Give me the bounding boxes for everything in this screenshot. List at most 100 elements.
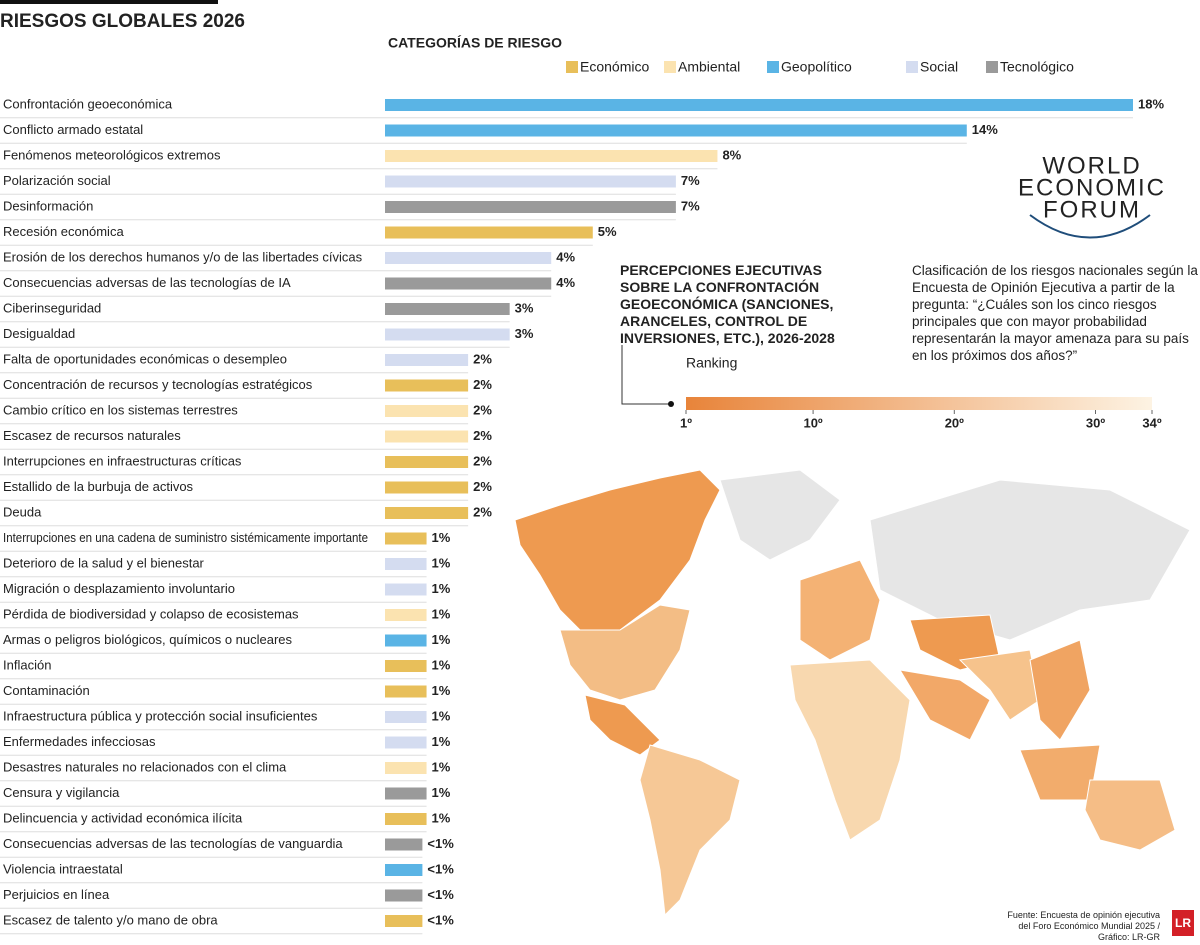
value-label: 3% [515,326,534,341]
category-label: Censura y vigilancia [3,785,120,800]
category-label: Erosión de los derechos humanos y/o de l… [3,249,363,264]
value-label: 1% [432,810,451,825]
value-label: 2% [473,479,492,494]
category-label: Consecuencias adversas de las tecnología… [3,275,291,290]
value-label: 2% [473,351,492,366]
value-label: 1% [432,581,451,596]
title-rule [0,0,218,4]
bar [385,277,552,290]
category-label: Interrupciones en infraestructuras críti… [3,453,242,468]
value-label: 1% [432,785,451,800]
category-label: Inflación [3,657,51,672]
bar [385,328,510,341]
bar [385,558,427,570]
legend-label: Geopolítico [781,59,852,75]
world-map [514,469,1191,917]
category-label: Desastres naturales no relacionados con … [3,759,287,774]
category-label: Consecuencias adversas de las tecnología… [3,836,343,851]
map-description: Clasificación de los riesgos nacionales … [912,263,1198,363]
leader-line [621,345,670,405]
category-label: Infraestructura pública y protección soc… [3,708,318,723]
category-label: Desinformación [3,198,93,213]
bar [385,430,469,443]
bar [385,481,469,494]
bar [385,711,427,723]
value-label: 2% [473,428,492,443]
value-label: 5% [598,224,617,239]
category-label: Enfermedades infecciosas [3,734,156,749]
value-label: 1% [432,632,451,647]
bar [385,889,423,902]
value-label: 2% [473,402,492,417]
brand: LR [1175,916,1191,930]
value-label: 7% [681,198,700,213]
value-label: 3% [515,300,534,315]
category-label: Conflicto armado estatal [3,122,143,137]
category-label: Desigualdad [3,326,75,341]
bar [385,226,593,239]
value-label: <1% [427,861,454,876]
legend-label: Social [920,59,958,75]
category-label: Polarización social [3,173,111,188]
category-label: Cambio crítico en los sistemas terrestre… [3,402,238,417]
category-label: Recesión económica [3,224,124,239]
legend-label: Económico [580,59,649,75]
value-label: 1% [432,734,451,749]
scale-tick-label: 30º [1086,415,1105,430]
legend-swatch [664,61,676,73]
category-label: Escasez de talento y/o mano de obra [3,912,218,927]
scale-tick-label: 34º [1142,415,1161,430]
bar [385,379,469,392]
value-label: 1% [432,759,451,774]
category-label: Confrontación geoeconómica [3,96,173,111]
brand-box [1172,910,1194,936]
bar [385,736,427,749]
category-label: Contaminación [3,683,90,698]
bar [385,124,967,137]
value-label: 14% [972,122,998,137]
bar [385,787,427,800]
bar [385,583,427,596]
bar [385,634,427,647]
value-label: 4% [556,275,575,290]
bar [385,915,423,927]
bar [385,762,427,774]
value-label: 1% [432,657,451,672]
legend-label: Ambiental [678,59,740,75]
category-label: Escasez de recursos naturales [3,428,181,443]
bar [385,838,423,851]
category-label: Deuda [3,504,42,519]
bar [385,660,427,672]
bar [385,507,469,519]
category-label: Armas o peligros biológicos, químicos o … [3,632,293,647]
legend-swatch [767,61,779,73]
category-label: Fenómenos meteorológicos extremos [3,147,221,162]
category-label: Pérdida de biodiversidad y colapso de ec… [3,606,299,621]
category-label: Ciberinseguridad [3,300,101,315]
chart-title: RIESGOS GLOBALES 2026 [0,11,245,32]
value-label: 2% [473,504,492,519]
value-label: 4% [556,249,575,264]
color-scale [686,397,1152,410]
bar [385,532,427,545]
bar [385,456,469,468]
legend-swatch [906,61,918,73]
value-label: 1% [432,530,451,545]
value-label: 1% [432,683,451,698]
scale-tick-label: 10º [803,415,822,430]
value-label: <1% [427,887,454,902]
value-label: 2% [473,453,492,468]
value-label: 1% [432,555,451,570]
bar [385,685,427,698]
value-label: 1% [432,708,451,723]
map-title: PERCEPCIONES EJECUTIVAS SOBRE LA CONFRON… [620,262,835,346]
bar [385,252,552,264]
bar [385,175,676,188]
legend-swatch [566,61,578,73]
value-label: 1% [432,606,451,621]
legend-swatch [986,61,998,73]
category-label: Violencia intraestatal [3,861,123,876]
leader-dot [668,401,674,407]
